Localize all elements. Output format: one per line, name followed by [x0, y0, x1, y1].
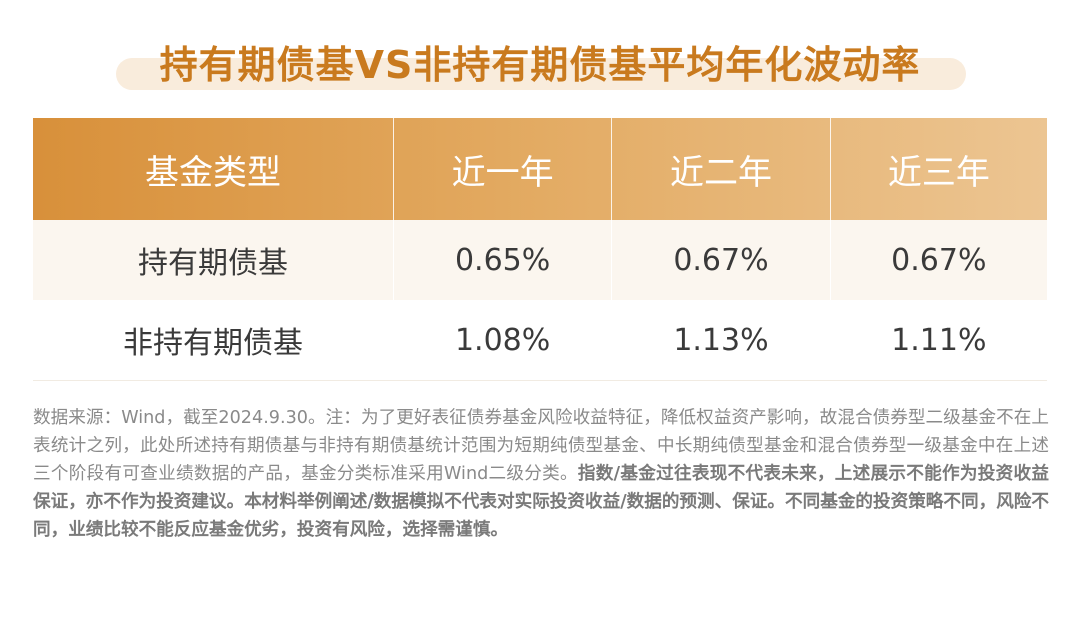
header-one-year: 近一年 [392, 118, 611, 220]
cell-holding-one-year: 0.65% [392, 220, 611, 300]
header-three-year: 近三年 [829, 118, 1047, 220]
table-row: 非持有期债基 1.08% 1.13% 1.11% [33, 300, 1047, 381]
table-row: 持有期债基 0.65% 0.67% 0.67% [33, 220, 1047, 300]
cell-non-holding-two-year: 1.13% [611, 300, 829, 380]
cell-non-holding-one-year: 1.08% [392, 300, 611, 380]
title-area: 持有期债基VS非持有期债基平均年化波动率 [0, 22, 1080, 92]
row-label-holding-fund: 持有期债基 [137, 246, 288, 281]
risk-disclaimer: 指数/基金过往表现不代表未来，上述展示不能作为投资收益保证，亦不作为投资建议。本… [33, 464, 1049, 540]
cell-holding-two-year: 0.67% [611, 220, 829, 300]
row-label-non-holding-fund: 非持有期债基 [122, 326, 303, 361]
footnotes: 数据来源：Wind，截至2024.9.30。注：为了更好表征债券基金风险收益特征… [33, 404, 1049, 544]
page-title: 持有期债基VS非持有期债基平均年化波动率 [159, 43, 921, 87]
cell-non-holding-three-year: 1.11% [829, 300, 1047, 380]
data-source-note: 数据来源：Wind，截至2024.9.30。注：为了更好表征债券基金风险收益特征… [33, 408, 1049, 484]
header-fund-type: 基金类型 [144, 152, 281, 193]
table-header-row: 基金类型 近一年 近二年 近三年 [33, 118, 1047, 220]
cell-holding-three-year: 0.67% [829, 220, 1047, 300]
title-highlight-band [116, 58, 966, 90]
header-two-year: 近二年 [611, 118, 829, 220]
volatility-table: 基金类型 近一年 近二年 近三年 持有期债基 0.65% 0.67% 0.67%… [33, 118, 1047, 381]
